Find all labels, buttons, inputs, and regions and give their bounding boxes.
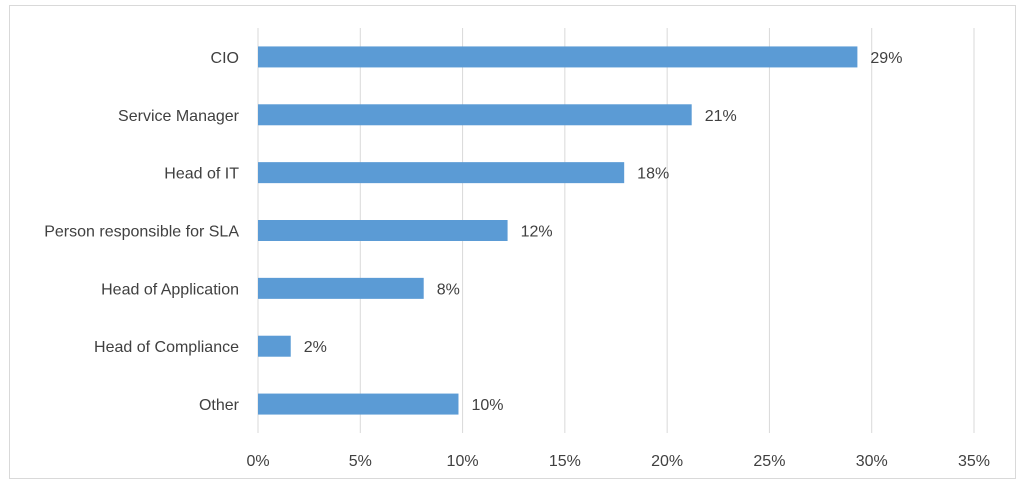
data-label: 2% [304, 339, 327, 356]
data-label: 12% [521, 224, 553, 241]
data-label: 10% [471, 397, 503, 414]
category-label: Head of Application [101, 281, 239, 298]
data-label: 29% [870, 50, 902, 67]
x-tick-label: 0% [246, 453, 269, 470]
chart-frame [9, 5, 1016, 479]
category-label: Head of IT [164, 166, 239, 183]
category-label: Service Manager [118, 108, 240, 125]
bar [258, 393, 459, 415]
x-tick-label: 35% [958, 453, 990, 470]
data-label: 8% [437, 281, 460, 298]
category-label: Other [199, 397, 240, 414]
bar [258, 277, 424, 299]
x-tick-label: 5% [349, 453, 372, 470]
category-label: Person responsible for SLA [44, 224, 239, 241]
x-tick-label: 30% [856, 453, 888, 470]
bar [258, 46, 858, 68]
bar [258, 104, 692, 126]
bar [258, 162, 625, 184]
x-tick-label: 15% [549, 453, 581, 470]
labels: 0% 5% 10% 15% 20% 25% 30% 35% CIO 29% Service Mana… [44, 50, 990, 470]
data-label: 21% [705, 108, 737, 125]
x-tick-label: 25% [753, 453, 785, 470]
x-tick-label: 10% [447, 453, 479, 470]
category-label: Head of Compliance [94, 339, 239, 356]
data-label: 18% [637, 166, 669, 183]
gridlines [257, 28, 975, 433]
category-label: CIO [211, 50, 239, 67]
bar [258, 335, 291, 357]
bar [258, 220, 508, 241]
bars [258, 46, 858, 415]
x-tick-label: 20% [651, 453, 683, 470]
